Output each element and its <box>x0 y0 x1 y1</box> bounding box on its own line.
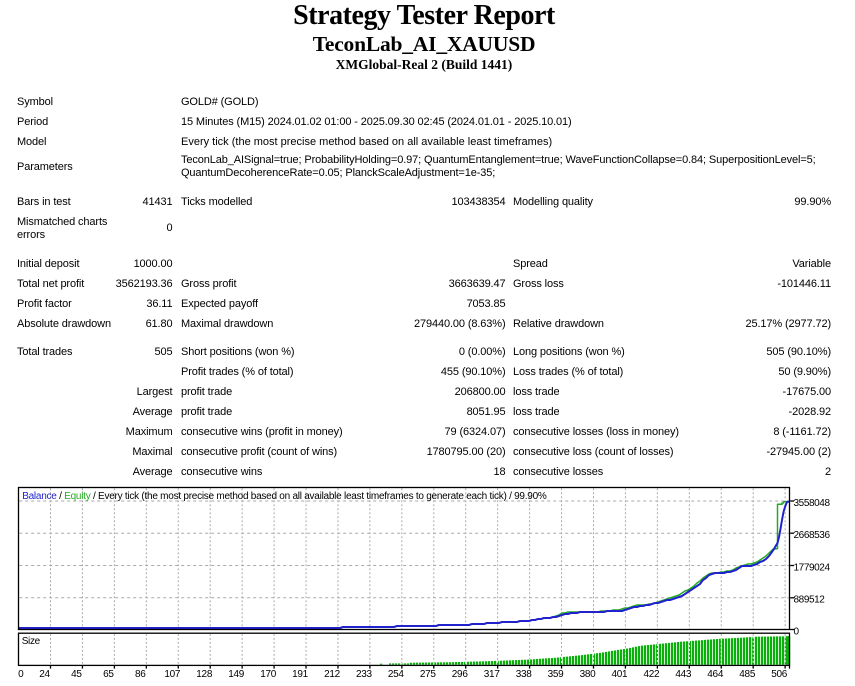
svg-text:149: 149 <box>228 669 245 680</box>
svg-text:3558048: 3558048 <box>794 498 831 509</box>
svg-text:Size: Size <box>22 636 41 647</box>
svg-text:233: 233 <box>356 669 373 680</box>
svg-text:45: 45 <box>71 669 82 680</box>
svg-text:107: 107 <box>164 669 181 680</box>
svg-text:338: 338 <box>516 669 533 680</box>
svg-text:128: 128 <box>196 669 213 680</box>
svg-text:191: 191 <box>292 669 309 680</box>
svg-text:443: 443 <box>675 669 692 680</box>
svg-text:485: 485 <box>739 669 756 680</box>
svg-text:24: 24 <box>39 669 50 680</box>
svg-text:86: 86 <box>135 669 146 680</box>
svg-text:889512: 889512 <box>794 595 826 606</box>
svg-text:506: 506 <box>771 669 788 680</box>
svg-text:212: 212 <box>324 669 341 680</box>
svg-text:254: 254 <box>388 669 405 680</box>
svg-text:317: 317 <box>484 669 501 680</box>
svg-text:401: 401 <box>612 669 629 680</box>
svg-text:464: 464 <box>707 669 724 680</box>
svg-text:422: 422 <box>644 669 661 680</box>
svg-text:Balance / Equity / Every tick: Balance / Equity / Every tick (the most … <box>22 491 547 502</box>
svg-text:0: 0 <box>794 626 800 637</box>
svg-text:359: 359 <box>548 669 565 680</box>
svg-text:0: 0 <box>18 669 24 680</box>
svg-text:380: 380 <box>580 669 597 680</box>
svg-text:170: 170 <box>260 669 277 680</box>
svg-text:275: 275 <box>420 669 437 680</box>
svg-text:296: 296 <box>452 669 469 680</box>
svg-text:65: 65 <box>103 669 114 680</box>
svg-text:1779024: 1779024 <box>794 562 831 573</box>
svg-text:2668536: 2668536 <box>794 530 831 541</box>
